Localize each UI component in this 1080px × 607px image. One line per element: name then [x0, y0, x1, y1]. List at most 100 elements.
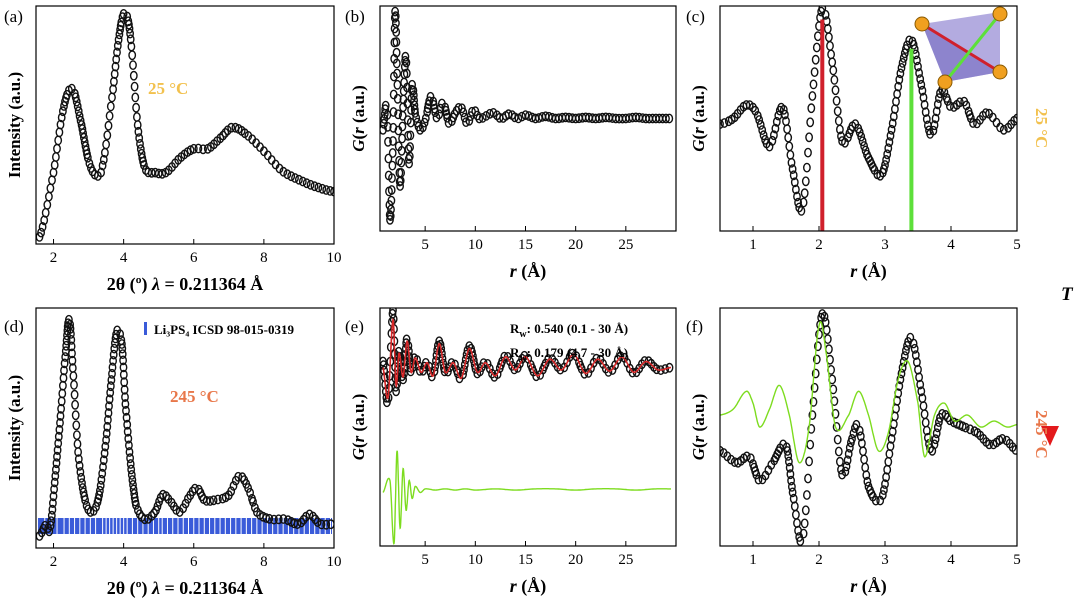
data-point	[129, 479, 137, 490]
data-point	[70, 389, 79, 400]
data-point	[108, 368, 116, 379]
data-point	[914, 61, 922, 72]
data-point	[860, 454, 868, 465]
data-point	[67, 334, 76, 345]
data-point	[249, 496, 257, 507]
data-point	[785, 141, 794, 152]
data-point	[122, 405, 130, 416]
y-axis-label: Intensity (a.u.)	[5, 375, 24, 481]
data-point	[116, 24, 125, 35]
x-axis-label: 2θ (º) λ = 0.211364 Å	[107, 274, 264, 295]
data-point	[810, 382, 819, 393]
data-point	[317, 519, 326, 530]
x-tick-label: 2	[815, 552, 823, 568]
data-point	[887, 433, 896, 444]
data-point	[911, 49, 920, 60]
data-point	[213, 494, 222, 505]
data-point	[120, 384, 129, 395]
data-point	[74, 447, 83, 457]
data-point	[856, 431, 865, 442]
data-point	[409, 85, 418, 96]
top-temp-label: 25 °C	[1032, 108, 1051, 148]
x-tick-label: 4	[120, 554, 128, 570]
data-point	[409, 90, 418, 101]
x-tick-label: 2	[50, 554, 58, 570]
data-point	[822, 325, 831, 335]
data-point	[54, 438, 63, 449]
data-point	[318, 183, 327, 194]
data-point	[392, 58, 401, 69]
data-point	[410, 100, 419, 111]
data-point	[805, 456, 813, 467]
data-point	[37, 227, 45, 238]
data-point	[126, 34, 135, 45]
data-point	[482, 111, 491, 121]
data-point	[807, 103, 816, 114]
data-point	[801, 176, 810, 187]
data-point	[955, 97, 964, 108]
data-point	[886, 130, 895, 141]
data-point	[532, 371, 541, 382]
data-point	[132, 112, 141, 122]
data-point	[136, 138, 144, 149]
x-tick-label: 25	[618, 237, 633, 253]
data-point	[65, 314, 73, 325]
data-point	[887, 124, 896, 135]
axes-frame	[719, 5, 1018, 232]
panel-a: (a) 2 4 6 8 10 2θ (º) λ = 0.211364 Å Intensity …	[4, 5, 342, 295]
data-point	[459, 107, 468, 118]
data-point	[105, 111, 114, 121]
data-point	[859, 446, 867, 457]
data-point	[966, 113, 975, 124]
data-point	[77, 472, 86, 483]
data-point	[916, 74, 925, 85]
data-point	[405, 158, 413, 169]
data-point	[781, 109, 789, 120]
data-point	[742, 100, 751, 110]
data-point	[783, 446, 792, 456]
data-point	[524, 111, 533, 121]
data-point	[121, 399, 130, 409]
data-point	[60, 358, 69, 369]
data-point	[227, 486, 236, 497]
data-point	[924, 432, 932, 443]
data-point	[931, 434, 940, 445]
data-point	[423, 107, 432, 117]
data-point	[97, 474, 106, 485]
data-point	[194, 143, 203, 154]
data-point	[131, 92, 140, 103]
axes-frame	[35, 307, 335, 549]
y-axis-label: G(r (a.u.)	[689, 394, 708, 461]
data-point	[244, 130, 253, 141]
data-point	[836, 456, 844, 467]
data-point	[843, 455, 852, 466]
data-point	[322, 185, 331, 195]
data-point	[392, 47, 401, 58]
data-point	[70, 379, 78, 390]
data-point	[127, 464, 136, 475]
data-point	[401, 51, 410, 62]
data-point	[841, 466, 850, 477]
data-point	[74, 454, 83, 464]
data-point	[809, 396, 818, 407]
data-point	[665, 362, 674, 373]
data-point	[831, 408, 840, 419]
data-point	[150, 508, 158, 519]
data-point	[405, 151, 414, 162]
data-point	[406, 130, 415, 141]
data-point	[799, 528, 808, 539]
data-point	[823, 334, 832, 344]
data-point	[108, 92, 116, 103]
x-tick-label: 15	[518, 237, 533, 253]
data-point	[898, 362, 907, 373]
data-point	[59, 106, 67, 117]
panel-label: (b)	[345, 7, 365, 26]
data-point	[604, 366, 613, 377]
data-point	[116, 329, 125, 340]
data-point	[930, 439, 939, 450]
data-point	[790, 177, 799, 188]
data-point	[896, 374, 905, 385]
data-point	[104, 414, 112, 425]
y-axis-label: G(r (a.u.)	[689, 85, 708, 152]
data-point	[783, 124, 791, 134]
